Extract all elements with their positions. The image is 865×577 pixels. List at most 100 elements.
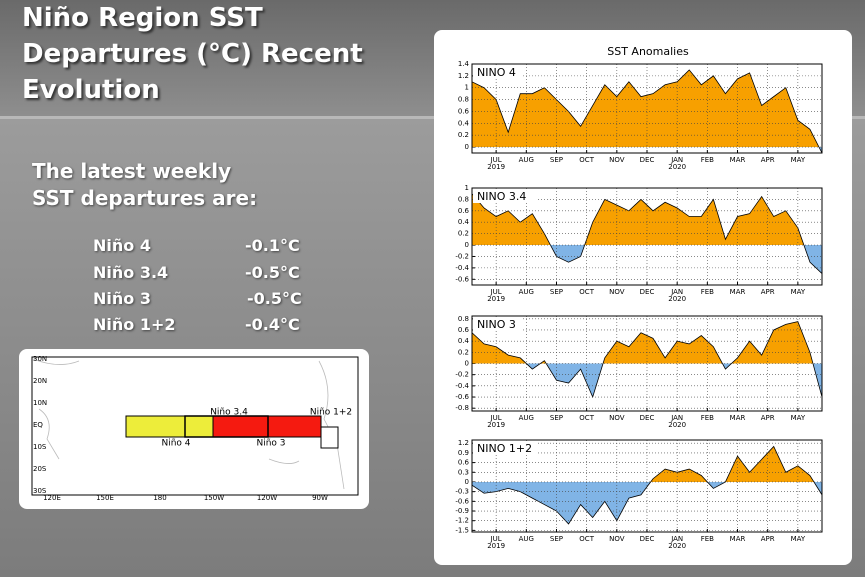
x-tick-label: APR xyxy=(761,535,775,543)
y-tick-label: 0 xyxy=(465,478,469,486)
x-tick-label: DEC xyxy=(640,414,655,422)
lon-label: 180 xyxy=(153,494,166,502)
plot-frame xyxy=(471,439,823,533)
x-tick-label: MAY xyxy=(791,288,806,296)
y-tick-label: 0.4 xyxy=(458,119,470,127)
x-tick-label: DEC xyxy=(640,156,655,164)
year-label: 2020 xyxy=(668,163,686,171)
x-tick-label: JUL xyxy=(490,414,502,422)
y-tick-label: 0.6 xyxy=(458,326,470,334)
region-name: Niño 1+2 xyxy=(93,315,176,334)
region-value: -0.5°C xyxy=(247,289,302,308)
x-tick-label: OCT xyxy=(579,535,594,543)
positive-area xyxy=(472,321,822,364)
x-tick-label: FEB xyxy=(701,288,714,296)
lon-label: 120E xyxy=(43,494,61,502)
positive-area xyxy=(472,193,804,246)
y-tick-label: 0.6 xyxy=(458,459,470,467)
y-tick-label: 1.4 xyxy=(458,60,470,68)
y-tick-label: 0.4 xyxy=(458,337,470,345)
plot-frame xyxy=(471,187,823,286)
year-label: 2019 xyxy=(487,163,505,171)
series-label: NINO 4 xyxy=(477,66,516,79)
label-box xyxy=(473,189,537,203)
region-value: -0.4°C xyxy=(245,315,300,334)
x-tick-label: OCT xyxy=(579,414,594,422)
x-tick-label: APR xyxy=(761,156,775,164)
x-tick-label: SEP xyxy=(550,535,563,543)
lon-label: 90W xyxy=(312,494,328,502)
anomaly-line xyxy=(471,321,823,399)
lat-label: EQ xyxy=(33,421,43,429)
x-tick-label: SEP xyxy=(550,156,563,164)
x-tick-label: APR xyxy=(761,288,775,296)
lat-label: 30S xyxy=(33,487,47,495)
y-tick-label: 0.8 xyxy=(458,195,469,203)
region-map: Niño 3.4 Niño 1+2 Niño 4 Niño 3 30N 20N 10… xyxy=(19,349,369,509)
x-tick-label: NOV xyxy=(609,288,625,296)
x-tick-label: NOV xyxy=(609,156,625,164)
nino34-region xyxy=(184,415,269,438)
coastline xyxy=(32,358,345,490)
label-box xyxy=(473,441,537,455)
series-label: NINO 3.4 xyxy=(477,190,526,203)
y-tick-label: -0.9 xyxy=(455,507,469,515)
region-label: Niño 3 xyxy=(256,439,285,449)
year-label: 2020 xyxy=(668,542,686,550)
plot-frame xyxy=(471,315,823,412)
x-tick-label: AUG xyxy=(519,288,534,296)
y-tick-label: 1 xyxy=(465,184,469,192)
year-label: 2019 xyxy=(487,295,505,303)
y-tick-label: 0.8 xyxy=(458,96,469,104)
label-box xyxy=(473,65,523,79)
y-tick-label: 0 xyxy=(465,360,469,368)
x-tick-label: JUL xyxy=(490,156,502,164)
x-tick-label: OCT xyxy=(579,288,594,296)
x-tick-label: JUL xyxy=(490,288,502,296)
x-tick-label: AUG xyxy=(519,535,534,543)
nino3-region xyxy=(212,415,322,438)
y-tick-label: 1.2 xyxy=(458,439,469,447)
y-tick-label: -0.2 xyxy=(455,371,469,379)
lat-label: 30N xyxy=(33,355,47,363)
y-tick-label: -1.2 xyxy=(455,517,469,525)
region-label: Niño 4 xyxy=(161,439,190,449)
title-line: Niño Region SST xyxy=(22,3,263,33)
x-tick-label: NOV xyxy=(609,535,625,543)
x-tick-label: MAR xyxy=(730,414,746,422)
y-tick-label: -0.4 xyxy=(455,264,469,272)
x-tick-label: JAN xyxy=(670,156,683,164)
region-value: -0.5°C xyxy=(245,263,300,282)
subtitle-line: SST departures are: xyxy=(32,186,258,210)
lat-label: 10S xyxy=(33,443,47,451)
y-tick-label: 0.6 xyxy=(458,207,470,215)
chart-panel: SST Anomalies 0 0.2 0.4 0.6 0.8 1 1.2 1.4 JUL AUG… xyxy=(434,30,852,565)
y-tick-label: 1 xyxy=(465,84,469,92)
lat-label: 10N xyxy=(33,399,47,407)
y-tick-label: -1.5 xyxy=(455,526,469,534)
x-tick-label: MAR xyxy=(730,288,746,296)
year-label: 2020 xyxy=(668,295,686,303)
title-line: Evolution xyxy=(22,75,160,105)
y-tick-label: 0.2 xyxy=(458,131,469,139)
x-tick-label: JAN xyxy=(670,288,683,296)
anomaly-line xyxy=(471,69,823,154)
nino12-region xyxy=(320,426,339,449)
positive-area xyxy=(650,446,814,482)
x-tick-label: MAY xyxy=(791,535,806,543)
anomaly-line xyxy=(471,445,823,525)
x-tick-label: AUG xyxy=(519,156,534,164)
y-tick-label: -0.6 xyxy=(455,393,469,401)
lat-label: 20N xyxy=(33,377,47,385)
x-tick-label: OCT xyxy=(579,156,594,164)
year-label: 2019 xyxy=(487,421,505,429)
subtitle: The latest weekly SST departures are: xyxy=(32,158,257,212)
y-tick-label: 0.4 xyxy=(458,218,470,226)
series-label: NINO 1+2 xyxy=(477,442,532,455)
year-label: 2020 xyxy=(668,421,686,429)
region-label: Niño 3.4 xyxy=(210,408,248,418)
x-tick-label: FEB xyxy=(701,535,714,543)
x-tick-label: DEC xyxy=(640,535,655,543)
y-tick-label: -0.4 xyxy=(455,382,469,390)
negative-area xyxy=(472,245,822,274)
